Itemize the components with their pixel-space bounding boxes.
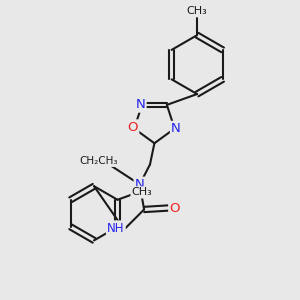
Text: CH₃: CH₃ <box>132 188 152 197</box>
Text: N: N <box>135 178 145 191</box>
Text: N: N <box>171 122 181 135</box>
Text: O: O <box>128 121 138 134</box>
Text: N: N <box>136 98 146 111</box>
Text: CH₂CH₃: CH₂CH₃ <box>79 156 118 166</box>
Text: CH₃: CH₃ <box>187 6 208 16</box>
Text: NH: NH <box>107 221 124 235</box>
Text: O: O <box>169 202 180 214</box>
